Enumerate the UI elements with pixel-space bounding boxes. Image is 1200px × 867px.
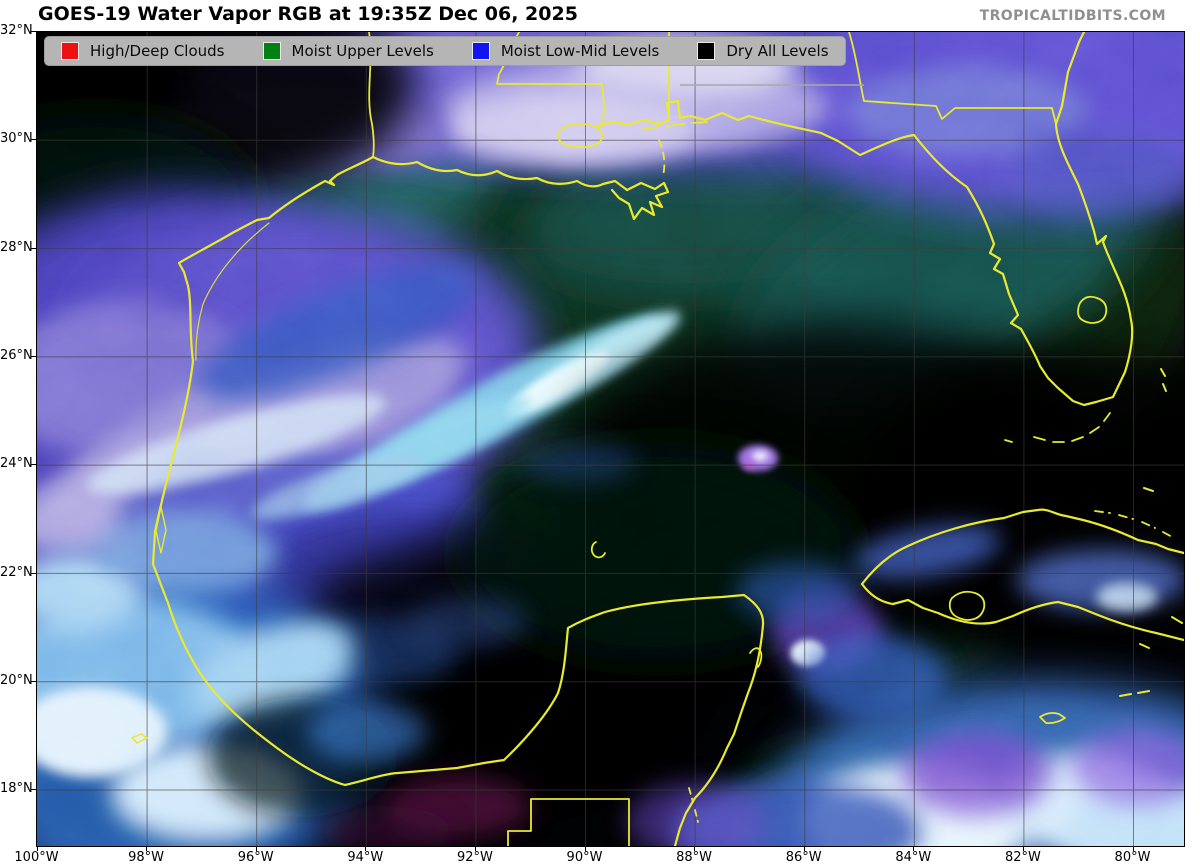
lon-tick-label: 82°W xyxy=(1004,850,1041,865)
lon-tick-mark xyxy=(584,846,586,851)
black-swatch-icon xyxy=(697,42,716,60)
lat-tick-label: 30°N xyxy=(0,131,33,147)
legend-label: Moist Upper Levels xyxy=(291,41,434,60)
green-swatch-icon xyxy=(262,42,281,60)
legend-item: High/Deep Clouds xyxy=(61,42,225,60)
site-watermark: TROPICALTIDBITS.COM xyxy=(979,8,1166,24)
lon-tick-mark xyxy=(694,846,696,851)
lon-tick-label: 84°W xyxy=(895,850,932,865)
lon-tick-mark xyxy=(1132,846,1134,851)
lon-tick-label: 94°W xyxy=(347,850,384,865)
lat-tick-mark xyxy=(31,680,36,682)
legend-item: Moist Low-Mid Levels xyxy=(471,41,660,60)
legend-label: High/Deep Clouds xyxy=(90,41,225,60)
lon-tick-label: 86°W xyxy=(785,850,822,865)
legend-item: Dry All Levels xyxy=(697,41,829,60)
lon-tick-label: 96°W xyxy=(237,850,274,865)
lat-tick-mark xyxy=(31,789,36,791)
legend-label: Moist Low-Mid Levels xyxy=(500,41,660,60)
lat-tick-label: 24°N xyxy=(0,456,33,472)
blue-swatch-icon xyxy=(471,42,490,60)
lat-tick-mark xyxy=(31,355,36,357)
legend-label: Dry All Levels xyxy=(726,41,829,60)
coastlines-layer xyxy=(131,32,1184,846)
lat-tick-label: 18°N xyxy=(0,781,33,797)
lat-tick-mark xyxy=(31,247,36,249)
lon-tick-label: 80°W xyxy=(1114,850,1151,865)
legend-item: Moist Upper Levels xyxy=(262,41,434,60)
lat-tick-mark xyxy=(31,464,36,466)
page-title: GOES-19 Water Vapor RGB at 19:35Z Dec 06… xyxy=(38,3,578,25)
lat-tick-label: 20°N xyxy=(0,672,33,688)
lon-tick-mark xyxy=(365,846,367,851)
lon-tick-mark xyxy=(803,846,805,851)
red-swatch-icon xyxy=(61,42,79,60)
lon-tick-mark xyxy=(36,846,38,851)
map-legend: High/Deep Clouds Moist Upper Levels Moist … xyxy=(44,36,846,66)
lat-tick-mark xyxy=(31,139,36,141)
lon-tick-label: 88°W xyxy=(676,850,713,865)
lon-tick-mark xyxy=(255,846,257,851)
lat-tick-label: 26°N xyxy=(0,347,33,363)
gridlines xyxy=(37,32,1184,846)
lon-tick-mark xyxy=(474,846,476,851)
lon-tick-label: 100°W xyxy=(14,850,59,865)
lon-tick-label: 92°W xyxy=(456,850,493,865)
lat-tick-label: 22°N xyxy=(0,564,33,580)
lon-tick-label: 90°W xyxy=(566,850,603,865)
satellite-imagery xyxy=(37,32,1184,846)
lat-tick-mark xyxy=(31,572,36,574)
lat-tick-label: 32°N xyxy=(0,23,33,38)
lon-tick-mark xyxy=(146,846,148,851)
lat-tick-mark xyxy=(31,31,36,32)
lon-tick-mark xyxy=(1022,846,1024,851)
lon-tick-label: 98°W xyxy=(128,850,165,865)
lat-tick-label: 28°N xyxy=(0,239,33,255)
lon-tick-mark xyxy=(913,846,915,851)
satellite-map: High/Deep Clouds Moist Upper Levels Moist … xyxy=(36,31,1185,847)
